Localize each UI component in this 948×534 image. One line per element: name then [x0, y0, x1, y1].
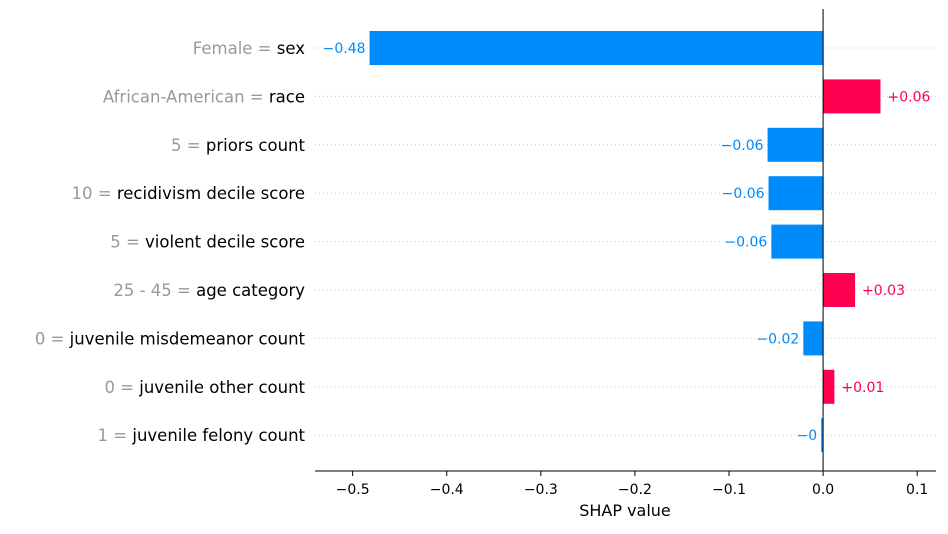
x-tick-label: −0.3 — [524, 482, 558, 498]
feature-label: 5 = violent decile score — [110, 233, 305, 252]
x-tick-label: −0.2 — [618, 482, 652, 498]
value-label: −0.06 — [724, 235, 767, 251]
value-label: −0 — [797, 428, 818, 444]
bar-violent-decile-score — [771, 224, 824, 259]
bar-age-category — [823, 273, 856, 307]
feature-label: 0 = juvenile misdemeanor count — [35, 329, 306, 348]
feature-name-text: race — [269, 87, 305, 106]
feature-value-text: 0 = — [104, 378, 139, 397]
feature-value-text: 0 = — [35, 329, 70, 348]
bar-priors-count — [767, 127, 824, 162]
bar-sex — [369, 31, 824, 65]
bars-layer — [369, 31, 881, 453]
feature-name-text: age category — [196, 281, 305, 300]
feature-value-text: Female = — [193, 39, 277, 58]
feature-label: 0 = juvenile other count — [104, 378, 305, 397]
x-tick-label: −0.5 — [336, 482, 370, 498]
value-labels-layer: −0.48 +0.06 −0.06 −0.06 −0.06 +0.03 −0.02 +0.01… — [323, 41, 931, 444]
x-tick-label: −0.1 — [712, 482, 746, 498]
bar-juvenile-felony-count — [821, 418, 824, 453]
feature-label: 1 = juvenile felony count — [98, 426, 306, 445]
bar-recidivism-decile-score — [768, 176, 824, 211]
feature-label: 5 = priors count — [171, 136, 305, 155]
feature-value-text: 10 = — [72, 184, 117, 203]
x-axis: −0.5 −0.4 −0.3 −0.2 −0.1 0.0 0.1 — [315, 9, 936, 498]
feature-value-text: 5 = — [110, 233, 145, 252]
feature-label: 10 = recidivism decile score — [72, 184, 305, 203]
bar-race — [823, 79, 881, 114]
value-label: +0.03 — [862, 283, 905, 299]
feature-label: Female = sex — [193, 39, 305, 58]
value-label: −0.48 — [323, 41, 366, 57]
feature-labels-layer: Female = sex African-American = race 5 = p… — [35, 39, 306, 445]
value-label: +0.01 — [841, 380, 884, 396]
value-label: +0.06 — [887, 89, 930, 105]
x-tick-label: 0.1 — [906, 482, 928, 498]
feature-name-text: recidivism decile score — [117, 184, 305, 203]
feature-value-text: 1 = — [98, 426, 133, 445]
feature-label: 25 - 45 = age category — [113, 281, 305, 300]
feature-name-text: juvenile felony count — [131, 426, 305, 445]
x-tick-label: −0.4 — [430, 482, 464, 498]
feature-name-text: juvenile other count — [138, 378, 305, 397]
feature-value-text: 5 = — [171, 136, 206, 155]
value-label: −0.06 — [722, 186, 765, 202]
feature-name-text: violent decile score — [145, 233, 305, 252]
value-label: −0.06 — [721, 138, 764, 154]
value-label: −0.02 — [756, 331, 799, 347]
feature-name-text: juvenile misdemeanor count — [69, 329, 306, 348]
feature-label: African-American = race — [103, 87, 305, 106]
x-tick-label: 0.0 — [812, 482, 834, 498]
bar-juvenile-misdemeanor-count — [803, 321, 824, 356]
feature-name-text: priors count — [206, 136, 306, 155]
bar-juvenile-other-count — [823, 369, 835, 404]
feature-value-text: 25 - 45 = — [113, 281, 196, 300]
feature-value-text: African-American = — [103, 87, 269, 106]
feature-name-text: sex — [277, 39, 305, 58]
x-axis-label: SHAP value — [579, 501, 671, 520]
